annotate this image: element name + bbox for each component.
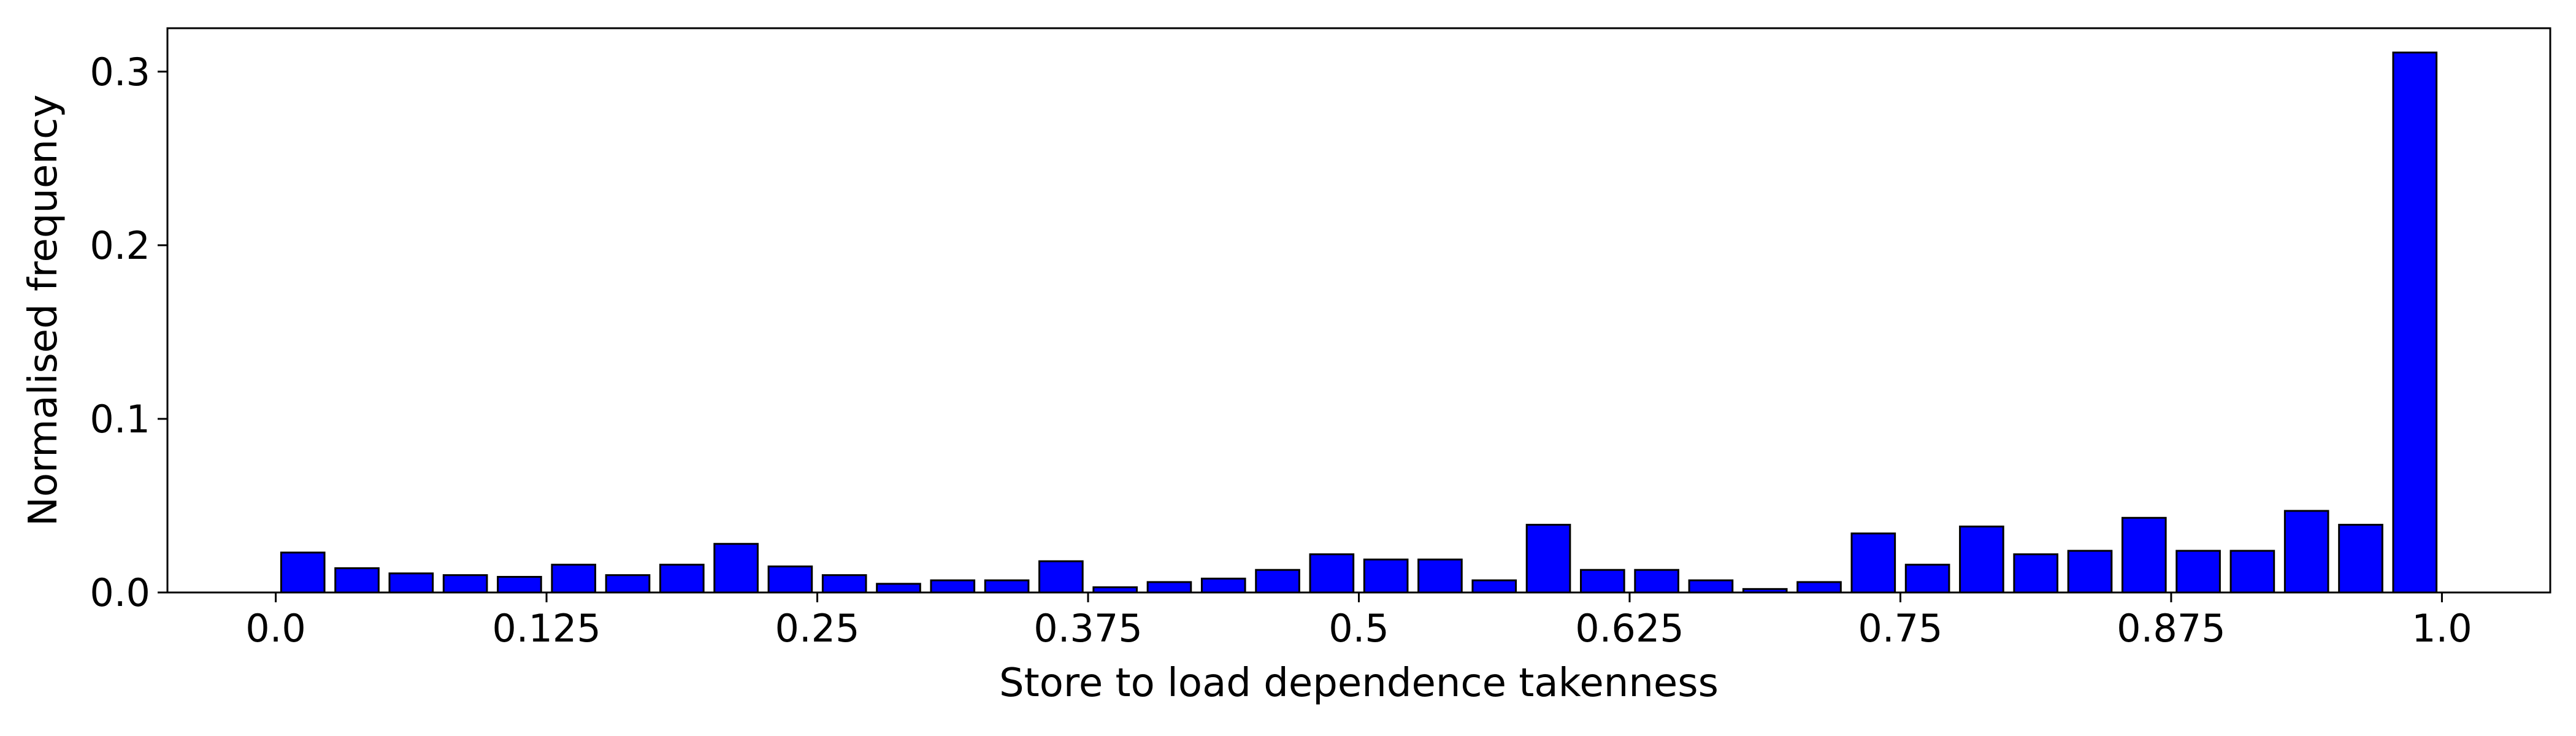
y-tick-label: 0.1 (90, 397, 150, 442)
bar (605, 574, 651, 594)
x-tick-label: 0.25 (775, 606, 860, 651)
x-tick-label: 0.0 (245, 606, 306, 651)
bar (1417, 558, 1463, 594)
bar (2067, 550, 2113, 594)
bar (767, 565, 813, 594)
bar (1038, 560, 1084, 594)
bar (1200, 577, 1246, 594)
bar (1904, 564, 1950, 594)
bar (2283, 510, 2329, 594)
bar (280, 551, 326, 594)
bar (1959, 525, 2004, 594)
bar (2229, 550, 2275, 594)
bar (2121, 516, 2167, 594)
bar (876, 583, 921, 594)
bars-layer (280, 52, 2438, 594)
x-tick-label: 0.125 (492, 606, 601, 651)
x-axis: 0.0 0.125 0.25 0.375 0.5 0.625 0.75 0.875 1.0 (245, 592, 2472, 651)
bar (1634, 569, 1679, 594)
plot-frame (166, 27, 2551, 594)
bar (1688, 579, 1734, 594)
x-tick-label: 0.625 (1575, 606, 1684, 651)
bar (1580, 569, 1625, 594)
x-axis-label: Store to load dependence takenness (999, 661, 1719, 706)
bar (442, 574, 488, 594)
bar (2013, 553, 2059, 594)
x-tick-label: 0.375 (1033, 606, 1143, 651)
x-tick-label: 0.5 (1328, 606, 1389, 651)
x-tick-label: 0.75 (1858, 606, 1942, 651)
y-axis: 0.0 0.1 0.2 0.3 (90, 50, 167, 615)
bar (1363, 558, 1409, 594)
bar (551, 564, 597, 594)
bar (2392, 52, 2438, 594)
x-tick-label: 1.0 (2412, 606, 2472, 651)
bar (1796, 581, 1842, 594)
bar (388, 572, 434, 594)
bar (1309, 553, 1355, 594)
bar (497, 576, 542, 594)
bar (1850, 532, 1896, 594)
y-axis-label: Normalised frequency (21, 94, 66, 526)
y-tick-label: 0.0 (90, 570, 150, 615)
bar (2338, 524, 2383, 594)
bar (713, 543, 759, 594)
bar (659, 564, 705, 594)
x-tick-label: 0.875 (2117, 606, 2226, 651)
bar (821, 574, 867, 594)
y-tick-label: 0.2 (90, 223, 150, 268)
y-tick-label: 0.3 (90, 50, 150, 94)
bar (334, 567, 380, 594)
bar (1471, 579, 1517, 594)
bar (984, 579, 1030, 594)
bar (2175, 550, 2221, 594)
bar (1525, 524, 1571, 594)
bar (930, 579, 976, 594)
bar (1255, 569, 1300, 594)
bar (1146, 581, 1192, 594)
